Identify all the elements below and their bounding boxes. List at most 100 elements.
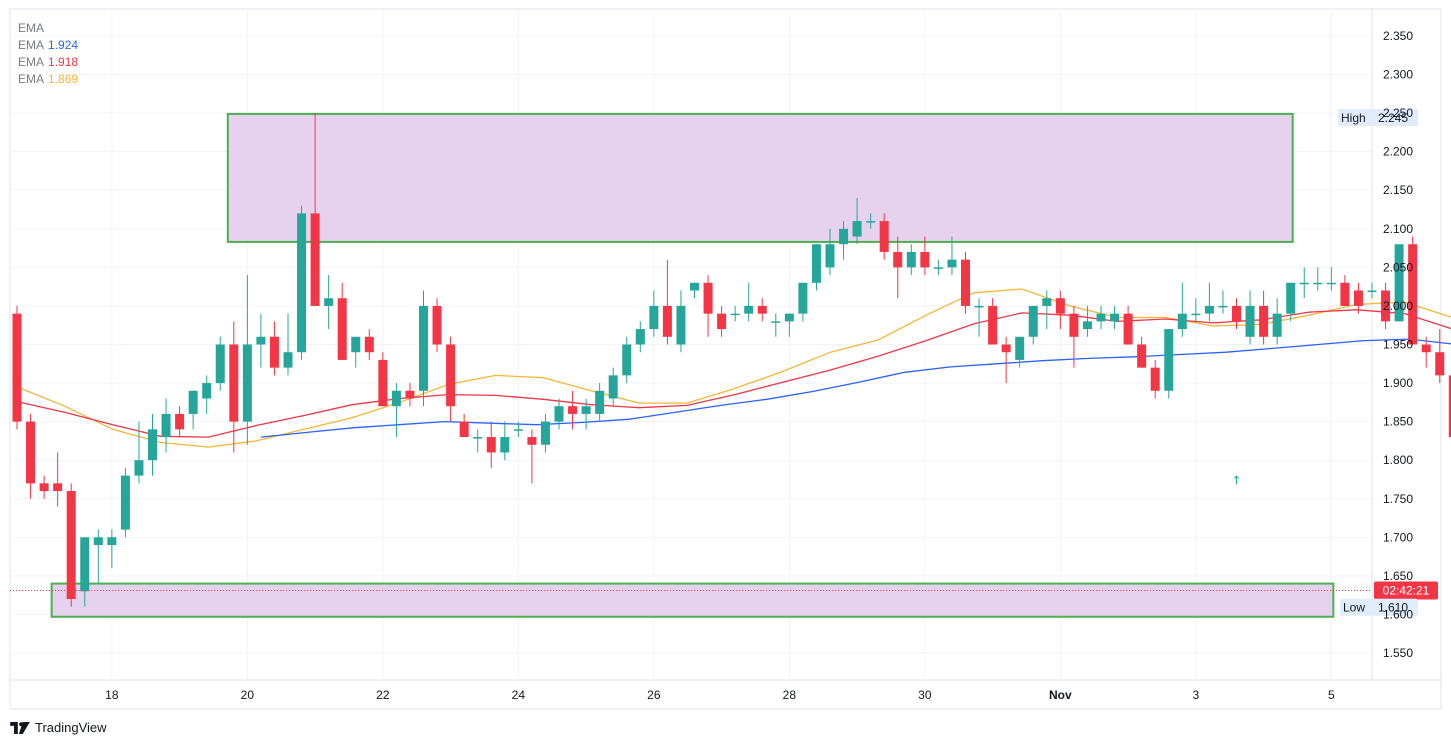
candle-body-up	[771, 321, 781, 323]
zones	[50, 112, 1335, 618]
candle-body-up	[540, 421, 550, 445]
candle-body-up	[1015, 336, 1025, 360]
time-tick-label: 30	[918, 688, 932, 702]
candle-body-up	[1394, 244, 1404, 322]
candle-body-down	[1421, 344, 1431, 353]
up-arrow-marker: ↑	[1231, 473, 1241, 487]
candle-body-up	[80, 537, 90, 592]
candle-body-up	[635, 329, 645, 345]
candle-body-down	[1381, 290, 1391, 322]
legend-row-ema-yellow[interactable]: EMA 1.869	[18, 71, 78, 88]
price-tick-label: 1.800	[1383, 453, 1413, 467]
legend-value-ema-blue: 1.924	[48, 38, 79, 52]
price-axis[interactable]: 1.550 1.600 1.650 1.700 1.750 1.800 1.850 1.900…	[1383, 29, 1413, 660]
candle-body-down	[1408, 244, 1418, 345]
candle-body-down	[446, 344, 456, 407]
candle-body-down	[1069, 313, 1079, 337]
candle-body-up	[1177, 313, 1187, 330]
price-tick-label: 1.850	[1383, 415, 1413, 429]
candle-body-up	[744, 305, 754, 314]
candle-body-down	[364, 336, 374, 353]
candle-body-up	[1110, 313, 1120, 322]
candle-body-up	[825, 244, 835, 268]
time-tick-label: 28	[783, 688, 797, 702]
price-tick-label: 1.550	[1383, 646, 1413, 660]
candle-body-down	[12, 313, 22, 422]
candle-body-down	[66, 491, 76, 600]
candle-body-down	[662, 305, 672, 337]
candle-body-down	[1353, 290, 1363, 306]
candle-body-down	[26, 421, 36, 484]
candle-body-down	[337, 298, 347, 360]
candle-body-down	[527, 437, 537, 445]
candle-body-up	[1286, 282, 1296, 314]
candle-body-up	[649, 305, 659, 330]
support-zone	[50, 582, 1335, 618]
candle-body-up	[1245, 305, 1255, 337]
candle-body-up	[852, 221, 862, 237]
time-tick-label: 22	[376, 688, 390, 702]
candle-body-down	[1340, 282, 1350, 306]
candle-body-up	[1082, 321, 1092, 330]
candle-body-down	[879, 221, 889, 252]
ema-line-red	[16, 309, 1451, 438]
candle-body-down	[1001, 344, 1011, 353]
candle-body-down	[703, 282, 713, 314]
candle-body-down	[378, 359, 388, 407]
candle-body-down	[988, 305, 998, 345]
legend-label: EMA	[18, 38, 45, 52]
candle-body-up	[513, 429, 523, 431]
candle-body-up	[933, 267, 943, 269]
candle-body-down	[39, 483, 49, 492]
candle-body-up	[202, 383, 212, 399]
candle-body-up	[798, 282, 808, 314]
price-tick-label: 2.050	[1383, 260, 1413, 274]
price-tick-label: 2.250	[1383, 106, 1413, 120]
legend-row-ema-blue[interactable]: EMA 1.924	[18, 37, 78, 54]
candle-body-up	[554, 406, 564, 422]
ema-line-yellow	[16, 288, 1451, 448]
candle-body-up	[256, 336, 266, 345]
candle-body-up	[188, 390, 198, 414]
time-axis[interactable]: 18 20 22 24 26 28 30 Nov 3 5	[105, 688, 1335, 702]
candle-body-up	[215, 344, 225, 384]
legend-row-ema-red[interactable]: EMA 1.918	[18, 54, 78, 71]
ema-line-blue	[260, 338, 1451, 438]
candle-body-down	[1448, 375, 1451, 438]
candle-body-down	[961, 259, 970, 306]
price-tick-label: 2.000	[1383, 299, 1413, 313]
time-tick-label: 24	[512, 688, 526, 702]
low-label: Low	[1343, 601, 1365, 615]
candle-body-up	[1191, 313, 1201, 316]
candle-body-up	[1042, 298, 1052, 306]
ema-lines	[16, 288, 1451, 448]
candle-body-up	[161, 413, 171, 438]
current-price-tag	[1374, 581, 1438, 600]
legend-label: EMA	[18, 55, 45, 69]
candle-body-up	[351, 336, 361, 353]
low-value: 1.610	[1378, 601, 1408, 615]
candle-body-up	[1028, 305, 1038, 337]
candle-body-up	[242, 344, 252, 422]
price-tick-label: 1.650	[1383, 569, 1413, 583]
candle-body-up	[324, 298, 334, 306]
candle-body-down	[459, 421, 469, 438]
resistance-zone	[226, 112, 1294, 243]
candles	[12, 113, 1451, 607]
candle-body-up	[1299, 282, 1309, 285]
candle-body-up	[1218, 305, 1228, 308]
candle-body-down	[175, 413, 185, 430]
candle-body-up	[595, 390, 605, 414]
time-tick-label: 5	[1328, 688, 1335, 702]
tradingview-logo-icon	[10, 721, 30, 734]
candle-body-up	[391, 390, 401, 407]
high-label: High	[1341, 111, 1366, 125]
candle-body-down	[1150, 367, 1160, 391]
price-tick-label: 1.600	[1383, 607, 1413, 621]
candle-body-up	[134, 460, 144, 476]
overlay: 02:42:21 High 2.245 Low 1.610 ↑	[10, 108, 1438, 616]
candle-body-down	[757, 305, 767, 314]
tradingview-brand[interactable]: TradingView	[10, 720, 107, 735]
candle-body-up	[107, 537, 117, 546]
